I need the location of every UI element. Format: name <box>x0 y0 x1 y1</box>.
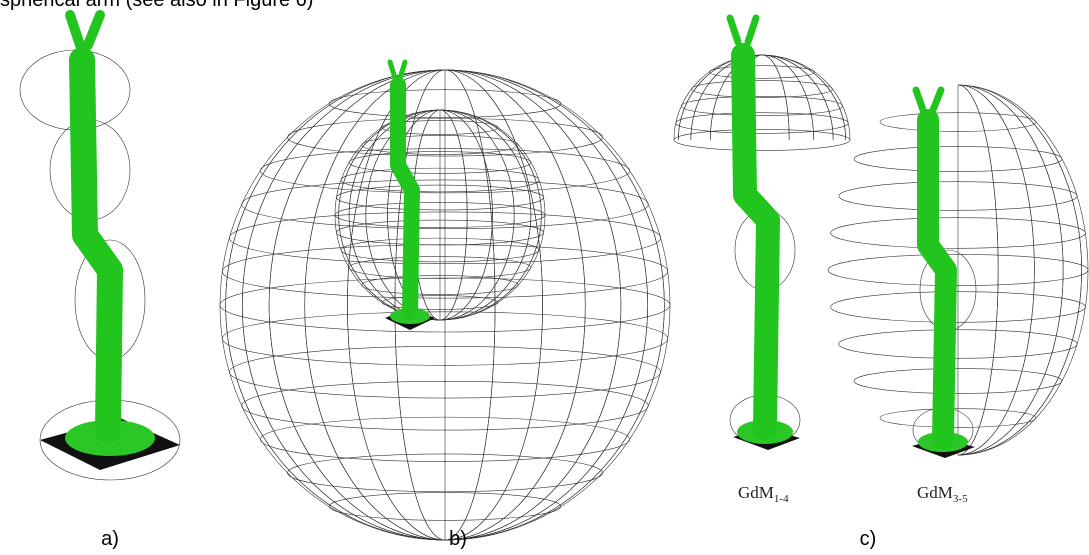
label-name: GdM <box>738 483 774 502</box>
wire-line <box>958 85 998 455</box>
robot-arm-c2 <box>916 90 968 452</box>
wire-line <box>958 85 1088 455</box>
panel-label: c) <box>860 528 877 550</box>
robot-arm-a <box>65 15 155 456</box>
wire-line <box>958 85 1063 455</box>
wire-line <box>958 85 1034 455</box>
robot-arm-c1 <box>730 18 793 444</box>
wire-line <box>958 85 998 455</box>
wire-line <box>958 85 1063 455</box>
label-subscript: 1-4 <box>774 493 789 505</box>
panel-label: b) <box>449 528 467 550</box>
wire-line <box>692 81 833 98</box>
label-name: GdM <box>917 483 953 502</box>
figure: spherical arm (see also in Figure 6) a) … <box>0 0 1089 555</box>
panel-label: a) <box>101 528 119 550</box>
label-subscript: 3-5 <box>953 493 968 505</box>
wire-line <box>674 129 850 150</box>
wire-line <box>958 85 1034 455</box>
subfigure-label: GdM1-4 <box>738 483 789 505</box>
header-text: spherical arm (see also in Figure 6) <box>0 0 313 11</box>
subfigure-label: GdM3-5 <box>917 483 968 505</box>
